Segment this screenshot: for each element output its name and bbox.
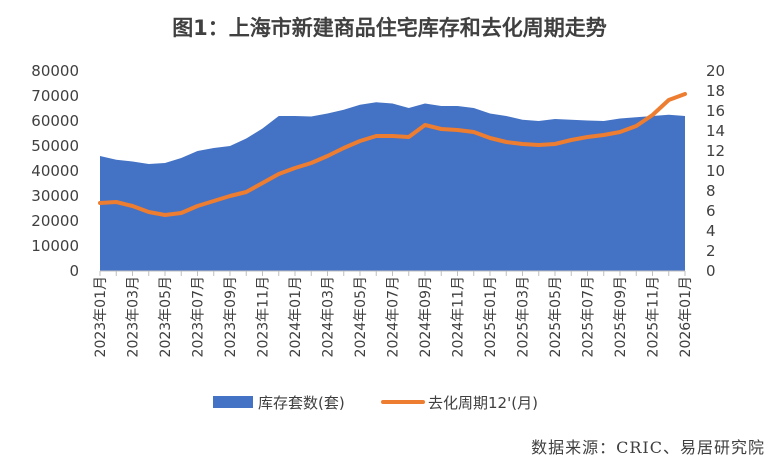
left-tick-label: 60000: [31, 112, 79, 130]
left-tick-label: 30000: [31, 187, 79, 205]
x-tick-label: 2026年01月: [678, 276, 694, 357]
right-tick-label: 14: [706, 122, 725, 140]
right-tick-label: 4: [706, 222, 716, 240]
x-tick-label: 2024年11月: [451, 276, 467, 357]
cycle-line-layer: [98, 92, 687, 217]
inventory-area: [100, 102, 685, 271]
left-tick-label: 10000: [31, 237, 79, 255]
x-axis: 2023年01月 2023年03月 2023年05月 2023年07月 2023年09月…: [93, 270, 694, 357]
x-tick-label: 2024年05月: [353, 276, 369, 357]
left-tick-label: 0: [69, 262, 79, 280]
left-tick-label: 20000: [31, 212, 79, 230]
x-tick-label: 2024年01月: [288, 276, 304, 357]
left-tick-label: 50000: [31, 137, 79, 155]
right-tick-label: 2: [706, 242, 716, 260]
left-axis-ticks: 80000 70000 60000 50000 40000 30000 20000 10000…: [31, 62, 79, 280]
inventory-area-layer: [99, 102, 686, 271]
x-tick-label: 2023年03月: [126, 276, 142, 357]
legend-label-inventory: 库存套数(套): [258, 394, 345, 412]
right-tick-label: 8: [706, 182, 716, 200]
x-tick-label: 2023年05月: [158, 276, 174, 357]
x-tick-label: 2023年07月: [191, 276, 207, 357]
x-tick-label: 2025年03月: [516, 276, 532, 357]
right-tick-label: 10: [706, 162, 725, 180]
left-tick-label: 80000: [31, 62, 79, 80]
x-tick-label: 2025年05月: [548, 276, 564, 357]
right-tick-label: 18: [706, 82, 725, 100]
legend: 库存套数(套) 去化周期12'(月): [213, 394, 538, 412]
x-tick-label: 2023年01月: [93, 276, 109, 357]
x-tick-label: 2025年01月: [483, 276, 499, 357]
right-tick-label: 0: [706, 262, 716, 280]
x-tick-label: 2025年09月: [613, 276, 629, 357]
right-tick-label: 20: [706, 62, 725, 80]
right-tick-label: 6: [706, 202, 716, 220]
x-tick-label: 2024年03月: [321, 276, 337, 357]
chart-title: 图1：上海市新建商品住宅库存和去化周期走势: [172, 16, 607, 40]
right-tick-label: 12: [706, 142, 725, 160]
x-tick-label: 2025年07月: [581, 276, 597, 357]
x-tick-label: 2025年11月: [646, 276, 662, 357]
x-tick-label: 2023年11月: [256, 276, 272, 357]
source-note: 数据来源：CRIC、易居研究院: [531, 438, 765, 457]
legend-label-cycle: 去化周期12'(月): [428, 394, 538, 412]
x-tick-label: 2024年07月: [386, 276, 402, 357]
left-tick-label: 70000: [31, 87, 79, 105]
x-tick-label: 2024年09月: [418, 276, 434, 357]
legend-swatch-inventory: [213, 396, 253, 408]
x-tick-label: 2023年09月: [223, 276, 239, 357]
left-tick-label: 40000: [31, 162, 79, 180]
right-tick-label: 16: [706, 102, 725, 120]
